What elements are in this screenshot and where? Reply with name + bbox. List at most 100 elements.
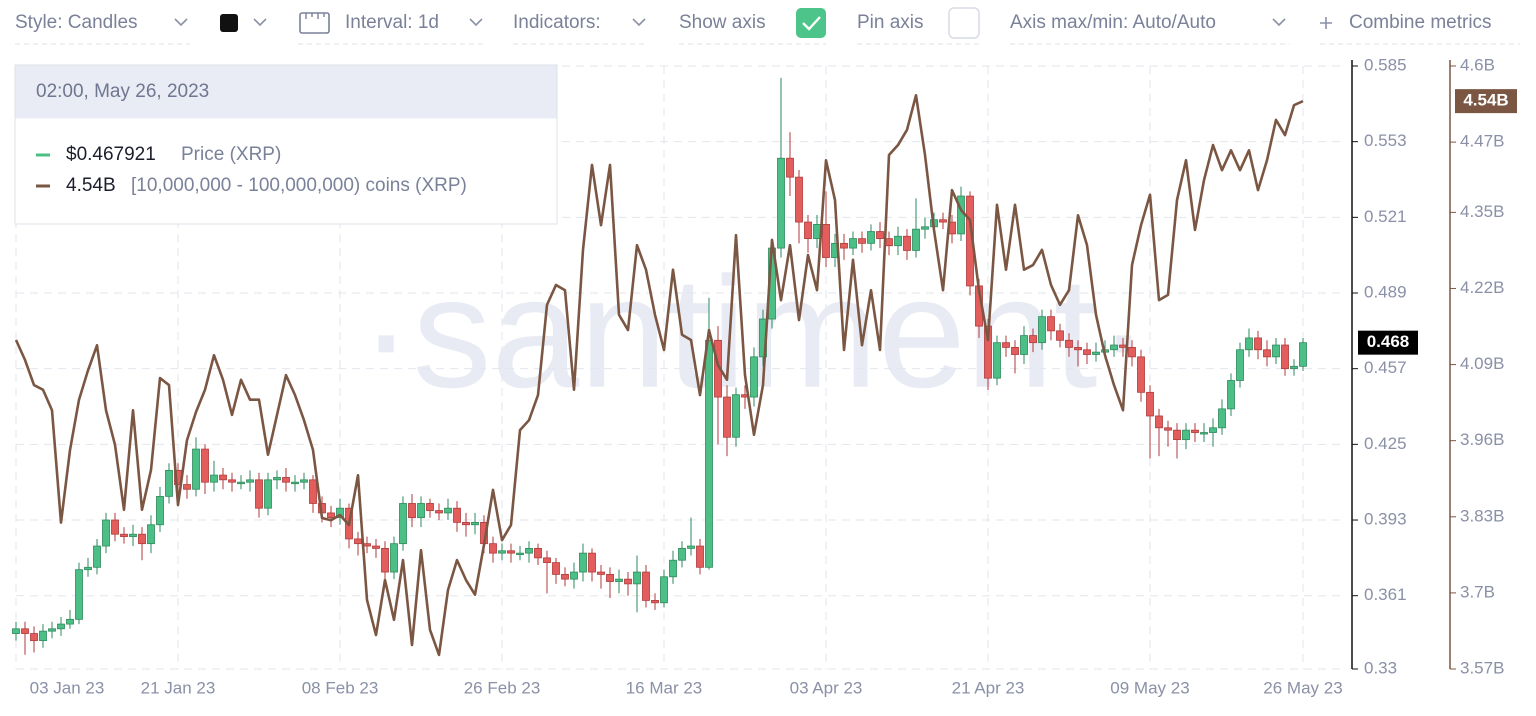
- candle-body: [336, 507, 344, 519]
- candle-body: [939, 219, 947, 223]
- candle-body: [246, 479, 254, 483]
- candle-body: [390, 543, 398, 573]
- y-tick-label: 0.361: [1364, 585, 1407, 604]
- candle-body: [1029, 335, 1037, 344]
- tooltip: 02:00, May 26, 2023 $0.467921 Price (XRP…: [14, 64, 558, 225]
- indicators-selector[interactable]: Indicators:: [513, 12, 601, 33]
- candle-body: [111, 519, 119, 535]
- candle-body: [237, 481, 245, 485]
- candle-body: [381, 548, 389, 573]
- candle-body: [624, 578, 632, 585]
- x-tick-label: 21 Apr 23: [952, 678, 1025, 697]
- candle-body: [561, 574, 569, 580]
- pin-axis-checkbox[interactable]: [948, 7, 980, 39]
- pin-axis-label[interactable]: Pin axis: [857, 12, 924, 33]
- candle-body: [309, 479, 317, 504]
- candle-body: [120, 533, 128, 537]
- candle-body: [642, 571, 650, 601]
- candle-body: [372, 545, 380, 549]
- candle-body: [1263, 349, 1271, 358]
- dropdown-icon: [253, 18, 267, 27]
- candle-body: [1200, 432, 1208, 435]
- y-tick-label: 0.521: [1364, 207, 1407, 226]
- holders-line: [14, 93, 1304, 657]
- x-tick-label: 26 May 23: [1263, 678, 1342, 697]
- candle-body: [606, 574, 614, 582]
- candle-body: [183, 484, 191, 490]
- tooltip-header: [15, 65, 557, 119]
- candle-body: [453, 507, 461, 523]
- candle-body: [471, 521, 479, 526]
- y2-tick-label: 3.96B: [1460, 430, 1504, 449]
- axis-range-selector[interactable]: Axis max/min: Auto/Auto: [1010, 12, 1216, 33]
- interval-icon: [299, 12, 330, 34]
- candle-body: [732, 394, 740, 438]
- candle-body: [417, 503, 425, 519]
- check-mark: [802, 16, 821, 31]
- candle-body: [1047, 316, 1055, 332]
- candle-body: [552, 562, 560, 575]
- candle-body: [192, 448, 200, 490]
- candle-body: [426, 503, 434, 511]
- y2-tick-label: 3.57B: [1460, 658, 1504, 677]
- y2-tick-label: 4.35B: [1460, 202, 1504, 221]
- style-selector[interactable]: Style: Candles: [15, 12, 138, 33]
- candle-body: [399, 503, 407, 545]
- candle-body: [1011, 346, 1019, 355]
- candle-body: [93, 545, 101, 568]
- y2-tick-label: 3.83B: [1460, 506, 1504, 525]
- x-tick-label: 21 Jan 23: [141, 678, 216, 697]
- candle-body: [156, 495, 164, 526]
- candle-body: [633, 571, 641, 585]
- legend-label: [10,000,000 - 100,000,000) coins (XRP): [131, 175, 467, 196]
- candle-body: [129, 533, 137, 537]
- candle-body: [678, 548, 686, 561]
- candle-body: [66, 618, 74, 625]
- candle-body: [1281, 344, 1289, 370]
- candle-body: [12, 628, 20, 634]
- candle-body: [912, 228, 920, 251]
- candle-body: [615, 578, 623, 582]
- y-tick-label: 0.33: [1364, 658, 1397, 677]
- candle-body: [570, 571, 578, 580]
- candle-body: [705, 339, 713, 568]
- y-tick-label: 0.457: [1364, 358, 1407, 377]
- candle-body: [885, 238, 893, 247]
- candle-body: [1209, 427, 1217, 433]
- show-axis-label[interactable]: Show axis: [679, 12, 766, 33]
- candle-body: [1038, 316, 1046, 344]
- candle-body: [408, 503, 416, 519]
- candle-body: [435, 510, 443, 514]
- candle-body: [903, 235, 911, 251]
- tooltip-holders-value: 4.54B: [66, 175, 116, 196]
- candle-body: [498, 550, 506, 554]
- show-axis-checkbox[interactable]: [796, 8, 826, 38]
- candle-body: [219, 474, 227, 481]
- candle-body: [1245, 337, 1253, 351]
- candle-body: [300, 479, 308, 483]
- candle-body: [147, 524, 155, 545]
- interval-selector[interactable]: Interval: 1d: [345, 12, 439, 33]
- color-swatch[interactable]: [220, 14, 238, 32]
- candle-body: [543, 557, 551, 563]
- candle-body: [849, 238, 857, 249]
- candle-body: [291, 481, 299, 485]
- candle-body: [57, 623, 65, 630]
- y-tick-label: 0.553: [1364, 131, 1407, 150]
- y2-tick-label: 4.22B: [1460, 278, 1504, 297]
- candle-body: [39, 630, 47, 642]
- candle-body: [201, 448, 209, 483]
- candle-body: [84, 566, 92, 571]
- y-tick-label: 0.489: [1364, 282, 1407, 301]
- candle-body: [1065, 339, 1073, 348]
- candle-body: [534, 548, 542, 559]
- price-badge-label: 0.468: [1367, 332, 1410, 351]
- combine-metrics[interactable]: Combine metrics: [1349, 12, 1492, 33]
- candle-body: [723, 396, 731, 438]
- candle-body: [282, 477, 290, 483]
- y2-tick-label: 4.47B: [1460, 132, 1504, 151]
- candle-body: [489, 543, 497, 554]
- candle-body: [777, 157, 785, 249]
- candle-body: [255, 479, 263, 509]
